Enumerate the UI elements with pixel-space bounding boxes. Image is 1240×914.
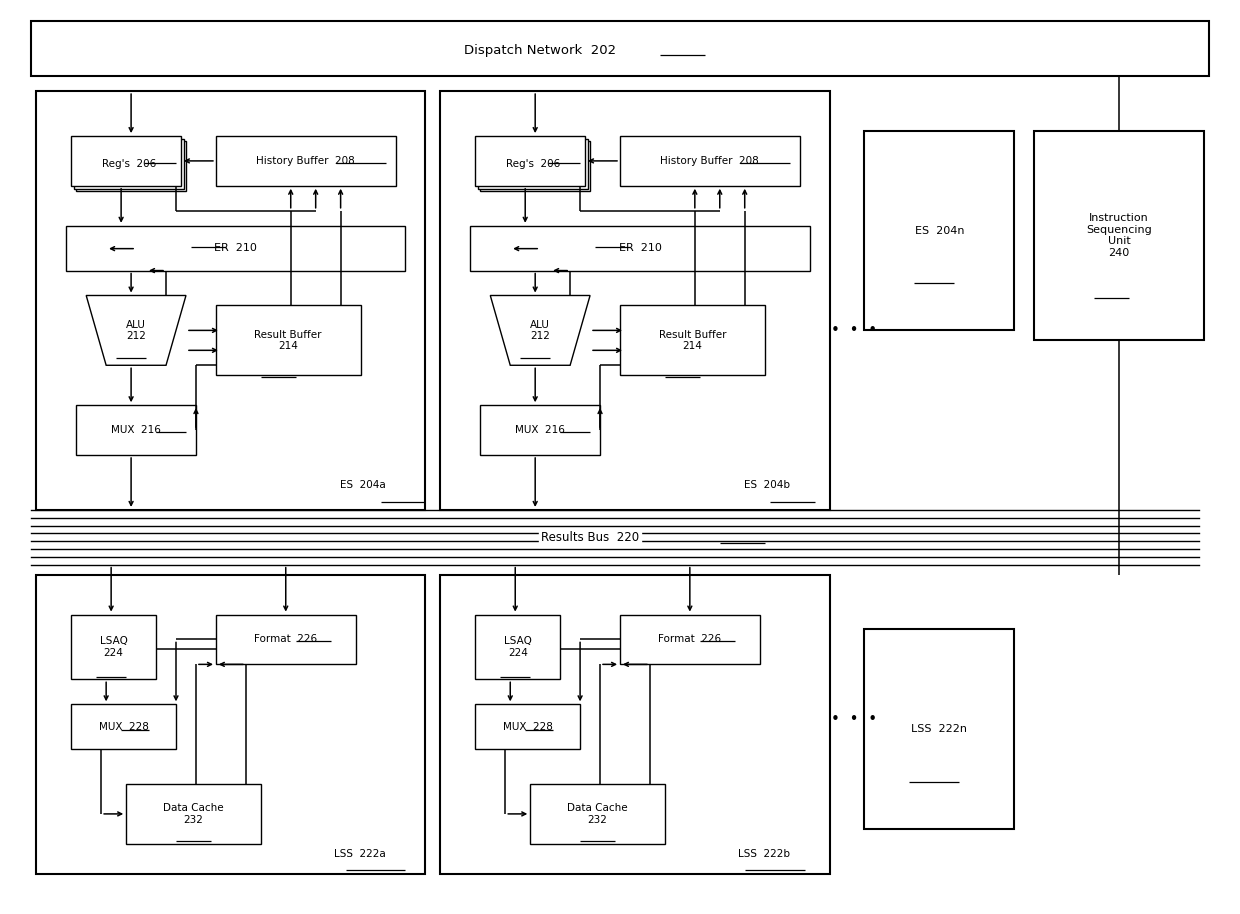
Bar (479, 139, 588, 189)
Bar (620, 614, 760, 664)
Text: Dispatch Network  202: Dispatch Network 202 (464, 44, 616, 57)
Text: •  •  •: • • • (831, 323, 878, 338)
Bar (864, 630, 1014, 829)
Bar (620, 305, 765, 376)
Bar (480, 141, 590, 191)
Text: MUX  216: MUX 216 (112, 425, 161, 435)
Bar (864, 131, 1014, 330)
Bar (475, 614, 560, 679)
Bar (126, 784, 260, 844)
Bar (480, 405, 600, 455)
Text: MUX  228: MUX 228 (502, 722, 553, 732)
Text: Format  226: Format 226 (658, 634, 722, 644)
Text: •  •  •: • • • (831, 712, 878, 727)
Bar (36, 91, 425, 510)
Bar (440, 575, 830, 874)
Bar (66, 226, 405, 271)
Bar (1034, 131, 1204, 340)
Bar (620, 136, 800, 186)
Text: History Buffer  208: History Buffer 208 (661, 156, 759, 166)
Text: Reg's  206: Reg's 206 (506, 159, 560, 169)
Polygon shape (87, 295, 186, 366)
Bar (216, 614, 356, 664)
Bar (71, 705, 176, 749)
Text: ES  204a: ES 204a (340, 480, 386, 490)
Bar (470, 226, 810, 271)
Text: ER  210: ER 210 (215, 243, 257, 253)
Bar (475, 136, 585, 186)
Polygon shape (490, 295, 590, 366)
Bar (531, 784, 665, 844)
Text: LSS  222b: LSS 222b (738, 849, 790, 859)
Bar (31, 21, 1209, 76)
Text: ES  204n: ES 204n (915, 226, 963, 236)
Bar (71, 614, 156, 679)
Text: LSS  222a: LSS 222a (334, 849, 386, 859)
Text: History Buffer  208: History Buffer 208 (257, 156, 355, 166)
Text: Format  226: Format 226 (254, 634, 317, 644)
Text: Reg's  206: Reg's 206 (102, 159, 156, 169)
Text: MUX  216: MUX 216 (516, 425, 565, 435)
Text: ES  204b: ES 204b (744, 480, 790, 490)
Bar (216, 305, 361, 376)
Text: ALU
212: ALU 212 (126, 320, 146, 341)
Text: Result Buffer
214: Result Buffer 214 (658, 330, 727, 351)
Text: MUX  228: MUX 228 (99, 722, 149, 732)
Bar (74, 139, 184, 189)
Bar (71, 136, 181, 186)
Bar (475, 705, 580, 749)
Text: ER  210: ER 210 (619, 243, 661, 253)
Bar (216, 136, 396, 186)
Text: Data Cache
232: Data Cache 232 (567, 803, 627, 824)
Text: Results Bus  220: Results Bus 220 (541, 531, 639, 544)
Bar (36, 575, 425, 874)
Bar (440, 91, 830, 510)
Text: ALU
212: ALU 212 (531, 320, 551, 341)
Text: Result Buffer
214: Result Buffer 214 (254, 330, 322, 351)
Text: LSAQ
224: LSAQ 224 (99, 636, 128, 658)
Bar (76, 405, 196, 455)
Text: Instruction
Sequencing
Unit
240: Instruction Sequencing Unit 240 (1086, 213, 1152, 258)
Text: Data Cache
232: Data Cache 232 (164, 803, 223, 824)
Text: LSS  222n: LSS 222n (911, 724, 967, 734)
Bar (76, 141, 186, 191)
Text: LSAQ
224: LSAQ 224 (503, 636, 532, 658)
